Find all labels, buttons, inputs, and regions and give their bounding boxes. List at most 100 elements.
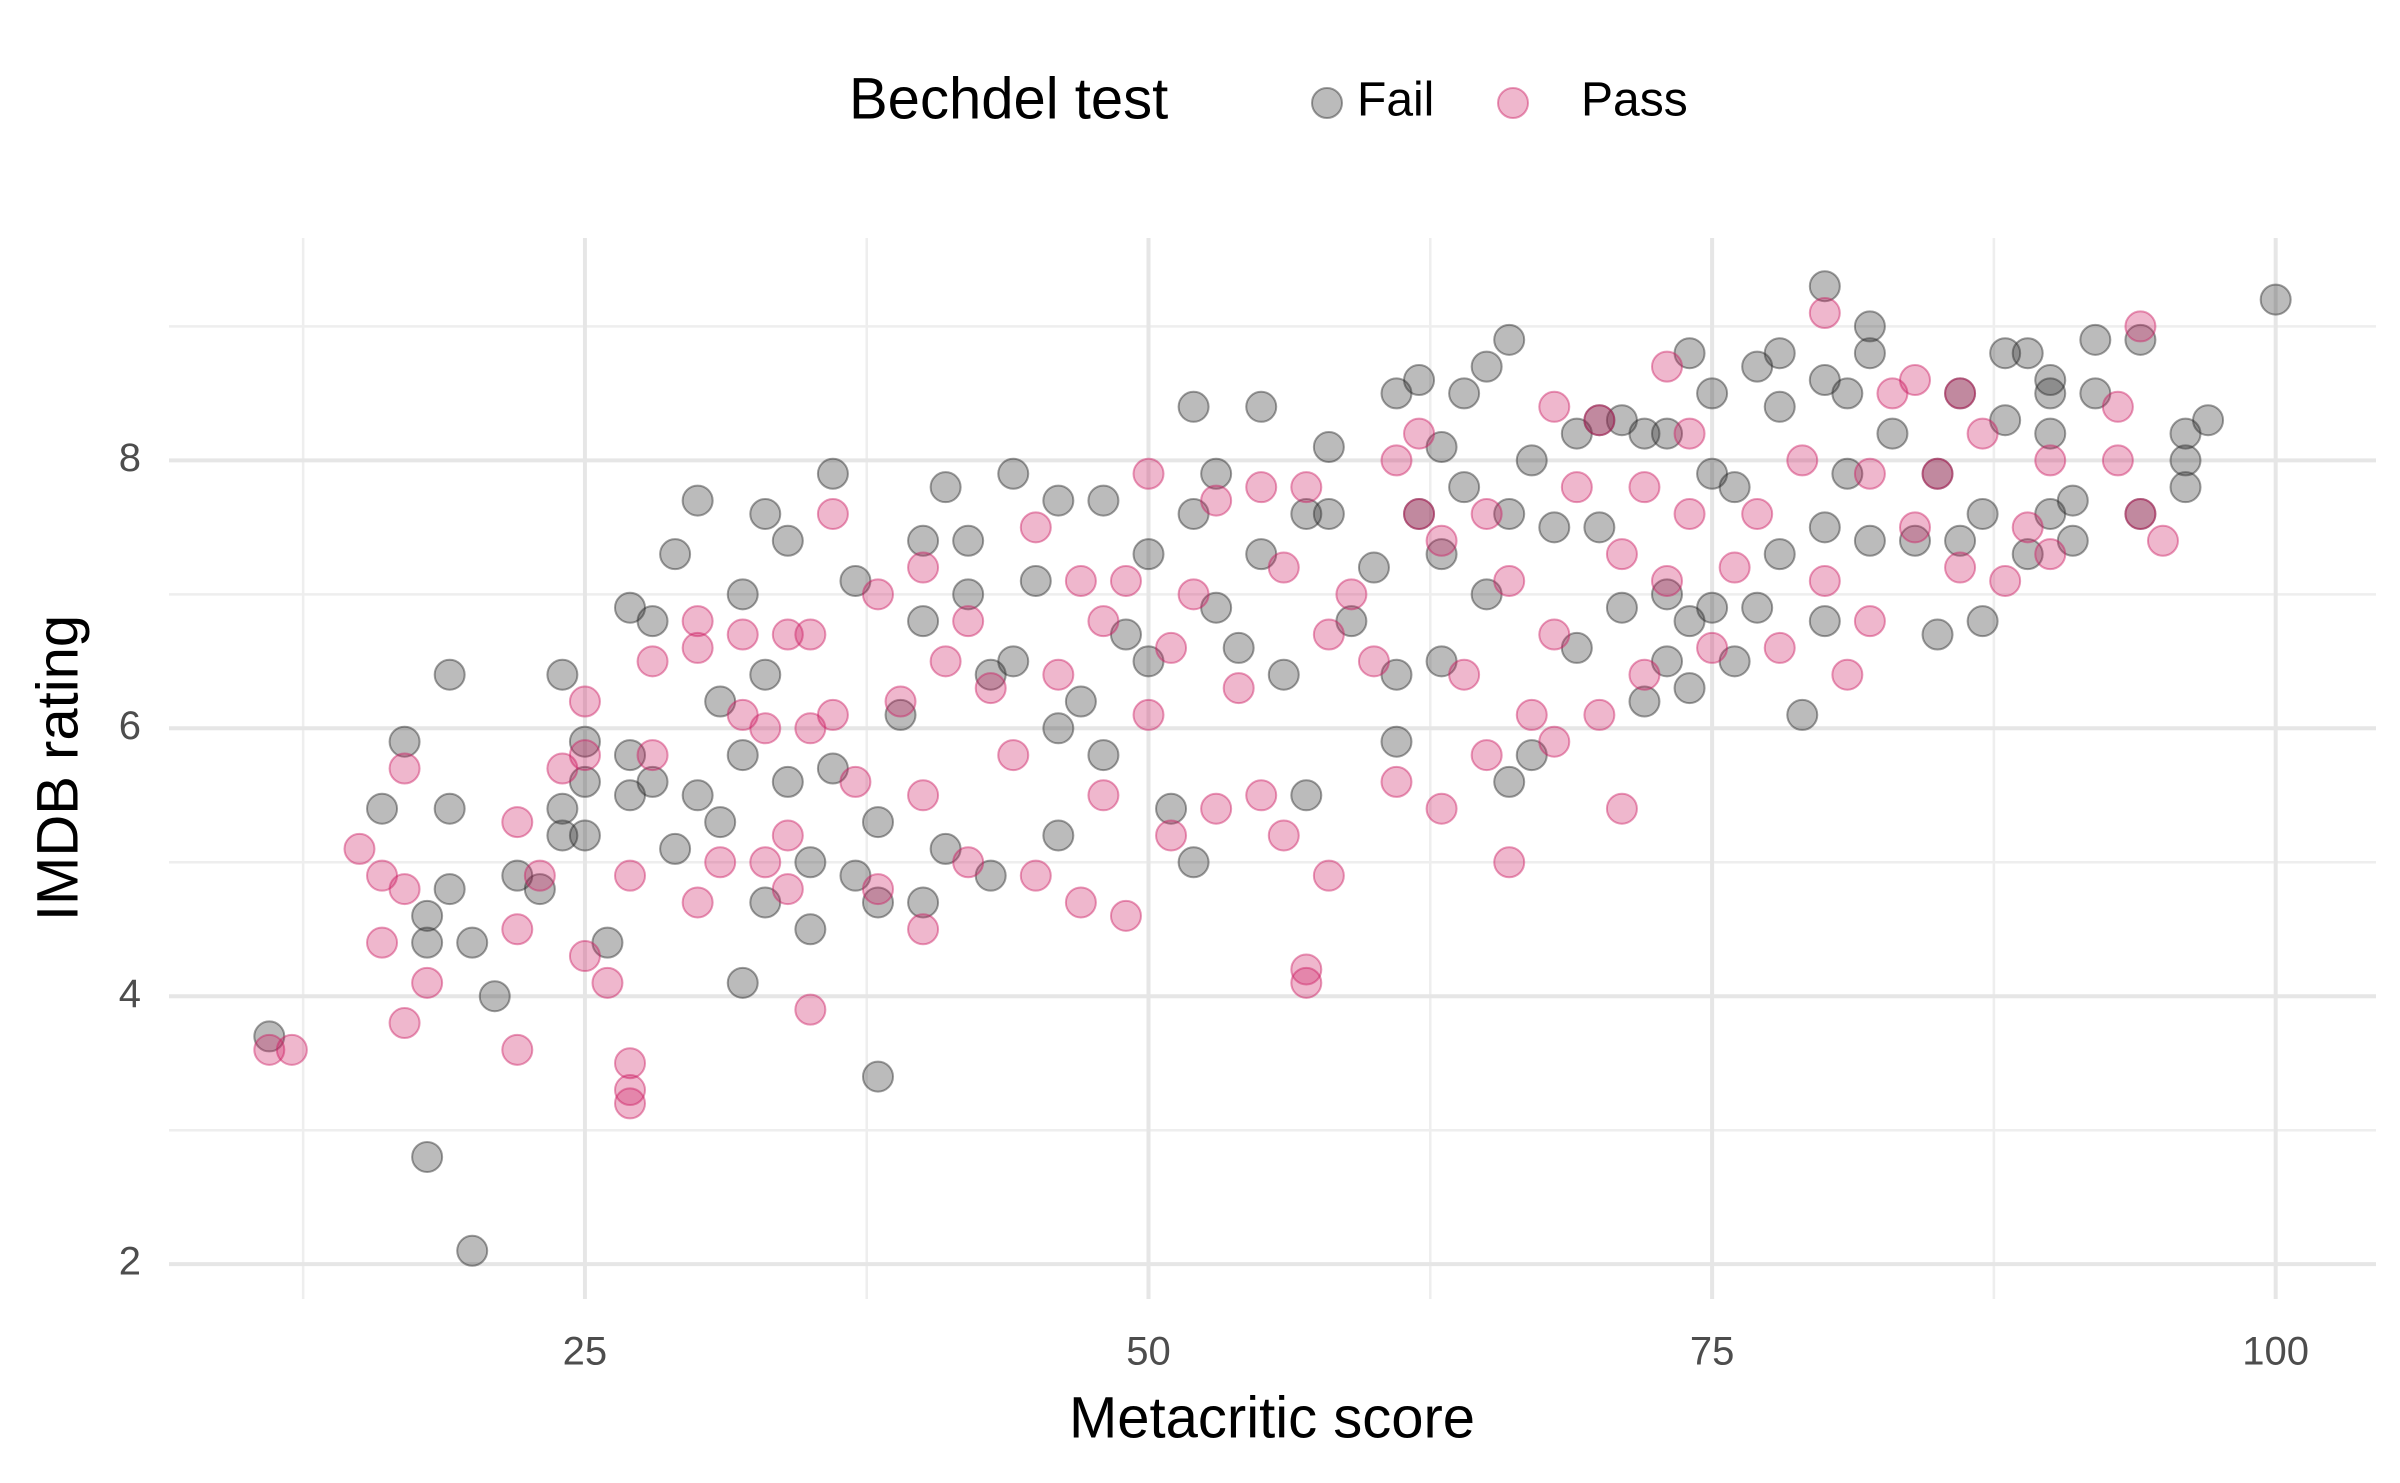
point (1425, 538, 1458, 571)
point (1087, 484, 1120, 517)
point (1944, 524, 1977, 557)
point (1042, 484, 1075, 517)
point (1290, 953, 1323, 986)
point (952, 524, 985, 557)
point (1651, 350, 1684, 383)
point (726, 739, 759, 772)
point (704, 806, 737, 839)
point (1109, 899, 1142, 932)
point (1786, 444, 1819, 477)
point (749, 846, 782, 879)
legend-marker (1497, 87, 1529, 119)
point (1763, 337, 1796, 370)
point (974, 859, 1007, 892)
point (1538, 390, 1571, 423)
point (1380, 765, 1413, 798)
point (478, 980, 511, 1013)
point (1763, 390, 1796, 423)
point (1560, 471, 1593, 504)
point (771, 819, 804, 852)
point (681, 886, 714, 919)
point (253, 1020, 286, 1053)
point (839, 765, 872, 798)
point (1898, 511, 1931, 544)
point (343, 832, 376, 865)
point (456, 1234, 489, 1267)
point (614, 779, 647, 812)
point (1470, 739, 1503, 772)
point (1380, 444, 1413, 477)
point (1651, 564, 1684, 597)
point (1493, 765, 1526, 798)
legend-label: Fail (1357, 74, 1434, 127)
point (1628, 685, 1661, 718)
point (2034, 377, 2067, 410)
point (1583, 511, 1616, 544)
point (1448, 658, 1481, 691)
point (411, 926, 444, 959)
point (794, 993, 827, 1026)
point (636, 739, 669, 772)
point (659, 538, 692, 571)
point (388, 1007, 421, 1040)
point (1155, 792, 1188, 825)
point (1132, 698, 1165, 731)
point (659, 832, 692, 865)
point (1944, 551, 1977, 584)
point (907, 886, 940, 919)
point (1200, 484, 1233, 517)
labels: 25 50 75 100 2 4 6 8 Fail Pass (119, 74, 2309, 1374)
point (861, 806, 894, 839)
point (1605, 404, 1638, 437)
point (1808, 605, 1841, 638)
point (1538, 725, 1571, 758)
point (1109, 564, 1142, 597)
point (861, 873, 894, 906)
point (1831, 658, 1864, 691)
point (546, 792, 579, 825)
point (726, 966, 759, 999)
point (952, 605, 985, 638)
point (1763, 538, 1796, 571)
point (861, 578, 894, 611)
point (816, 698, 849, 731)
point (1312, 859, 1345, 892)
point (1583, 698, 1616, 731)
point (1222, 631, 1255, 664)
x-axis-title: Metacritic score (1069, 1385, 1475, 1450)
point (1290, 966, 1323, 999)
point (568, 685, 601, 718)
point (749, 886, 782, 919)
point (794, 846, 827, 879)
point (1876, 377, 1909, 410)
point (861, 886, 894, 919)
point (411, 899, 444, 932)
point (1628, 658, 1661, 691)
point (1966, 605, 1999, 638)
point (636, 605, 669, 638)
point (568, 739, 601, 772)
point (568, 765, 601, 798)
point (1853, 605, 1886, 638)
point (2124, 323, 2157, 356)
point (997, 457, 1030, 490)
point (1245, 390, 1278, 423)
point (1763, 631, 1796, 664)
legend-label: Pass (1581, 74, 1688, 127)
point (884, 685, 917, 718)
point (1312, 497, 1345, 530)
point (997, 739, 1030, 772)
point (1673, 605, 1706, 638)
point (749, 658, 782, 691)
point (1741, 350, 1774, 383)
point (1786, 698, 1819, 731)
point (1403, 417, 1436, 450)
point (1560, 417, 1593, 450)
point (1741, 591, 1774, 624)
point (411, 1140, 444, 1173)
point (1425, 645, 1458, 678)
point (1493, 323, 1526, 356)
point (1380, 377, 1413, 410)
point (501, 859, 534, 892)
